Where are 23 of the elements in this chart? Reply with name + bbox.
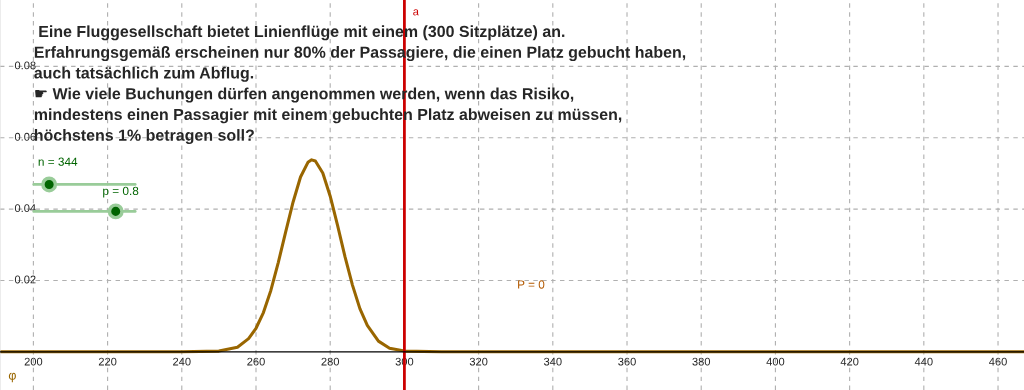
- x-tick-label: 340: [543, 357, 562, 366]
- x-tick-label: 220: [98, 357, 117, 366]
- y-tick-label: 0.08: [14, 61, 36, 70]
- x-tick-label: 360: [618, 357, 636, 366]
- x-tick-label: 260: [247, 357, 265, 366]
- ref-line-label: a: [413, 9, 419, 16]
- annotation: p = 0.8: [103, 186, 139, 198]
- series-label: φ: [8, 372, 16, 383]
- x-tick-label: 380: [692, 357, 711, 366]
- line-series: [0, 158, 1024, 354]
- x-tick-label: 400: [766, 357, 785, 366]
- x-tick-label: 420: [840, 357, 859, 366]
- x-tick-label: 440: [914, 357, 933, 366]
- annotation: P = 0: [518, 280, 545, 289]
- y-tick-label: 0.06: [14, 132, 36, 141]
- x-tick-label: 240: [173, 357, 191, 366]
- x-tick-label: 280: [321, 357, 340, 366]
- y-tick-label: 0.04: [14, 204, 36, 213]
- annotation: n = 344: [38, 157, 78, 166]
- y-tick-label: 0.02: [14, 275, 36, 284]
- x-tick-label: 460: [989, 357, 1007, 366]
- x-tick-label: 320: [469, 357, 488, 366]
- x-tick-label: 200: [24, 357, 43, 366]
